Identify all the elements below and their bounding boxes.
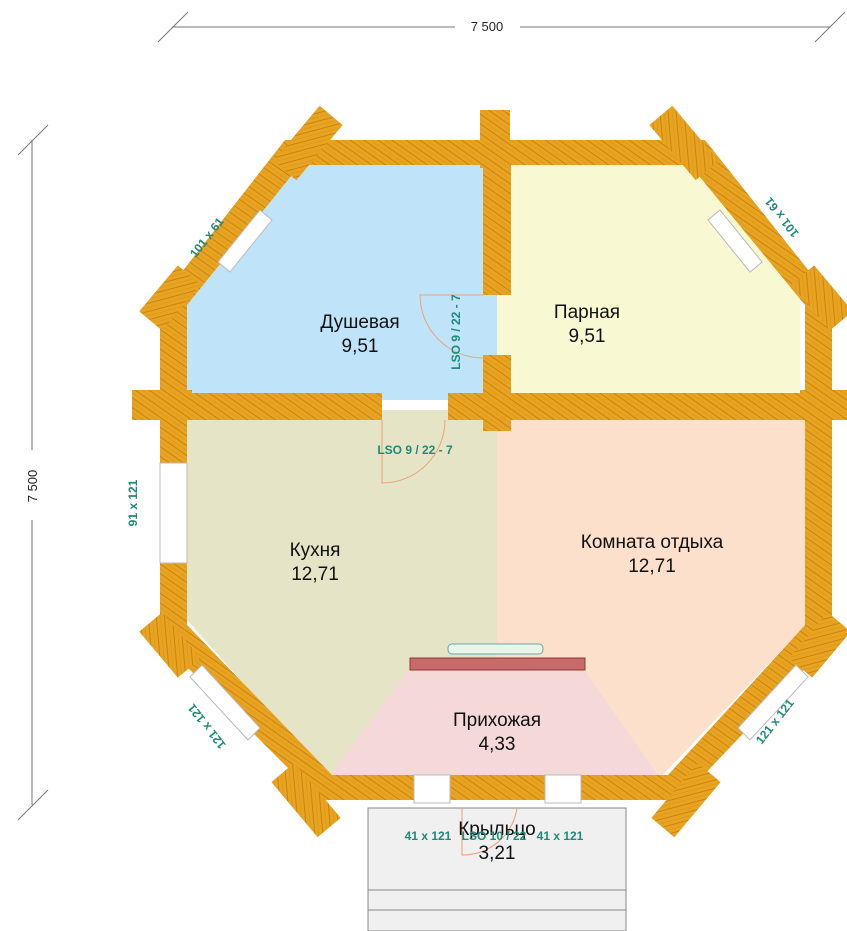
window-porch-right-label: 41 x 121	[537, 829, 584, 843]
steam-name: Парная	[554, 302, 620, 323]
hall-shelf	[447, 643, 544, 655]
left-dimension-label: 7 500	[25, 470, 40, 503]
rest-name: Комната отдыха	[581, 532, 724, 553]
window-porch-left-label: 41 x 121	[405, 829, 452, 843]
kitchen-name: Кухня	[290, 540, 341, 561]
room-hall	[328, 668, 660, 778]
top-dimension-line	[157, 11, 846, 43]
doors	[381, 294, 518, 856]
shower-name: Душевая	[320, 312, 399, 333]
top-dimension-label: 7 500	[471, 19, 504, 34]
window-left-label: 91 x 121	[126, 479, 140, 526]
door-porch-label: LSO 10 / 22	[462, 829, 527, 843]
shower-area: 9,51	[342, 336, 379, 357]
porch-name: Крыльцо	[458, 819, 536, 840]
windows	[159, 209, 809, 804]
hall-area: 4,33	[479, 734, 516, 755]
hall-bench	[409, 657, 586, 671]
kitchen-area: 12,71	[291, 564, 339, 585]
hall-name: Прихожая	[453, 710, 541, 731]
porch-area: 3,21	[479, 843, 516, 864]
door-horizontal-label: LSO 9 / 22 - 7	[377, 443, 453, 457]
left-dimension-line	[17, 124, 49, 821]
room-steam	[497, 162, 800, 400]
door-vertical-label: LSO 9 / 22 - 7	[449, 294, 463, 370]
steam-area: 9,51	[569, 326, 606, 347]
interior-walls	[160, 140, 832, 431]
rest-area: 12,71	[628, 556, 676, 577]
